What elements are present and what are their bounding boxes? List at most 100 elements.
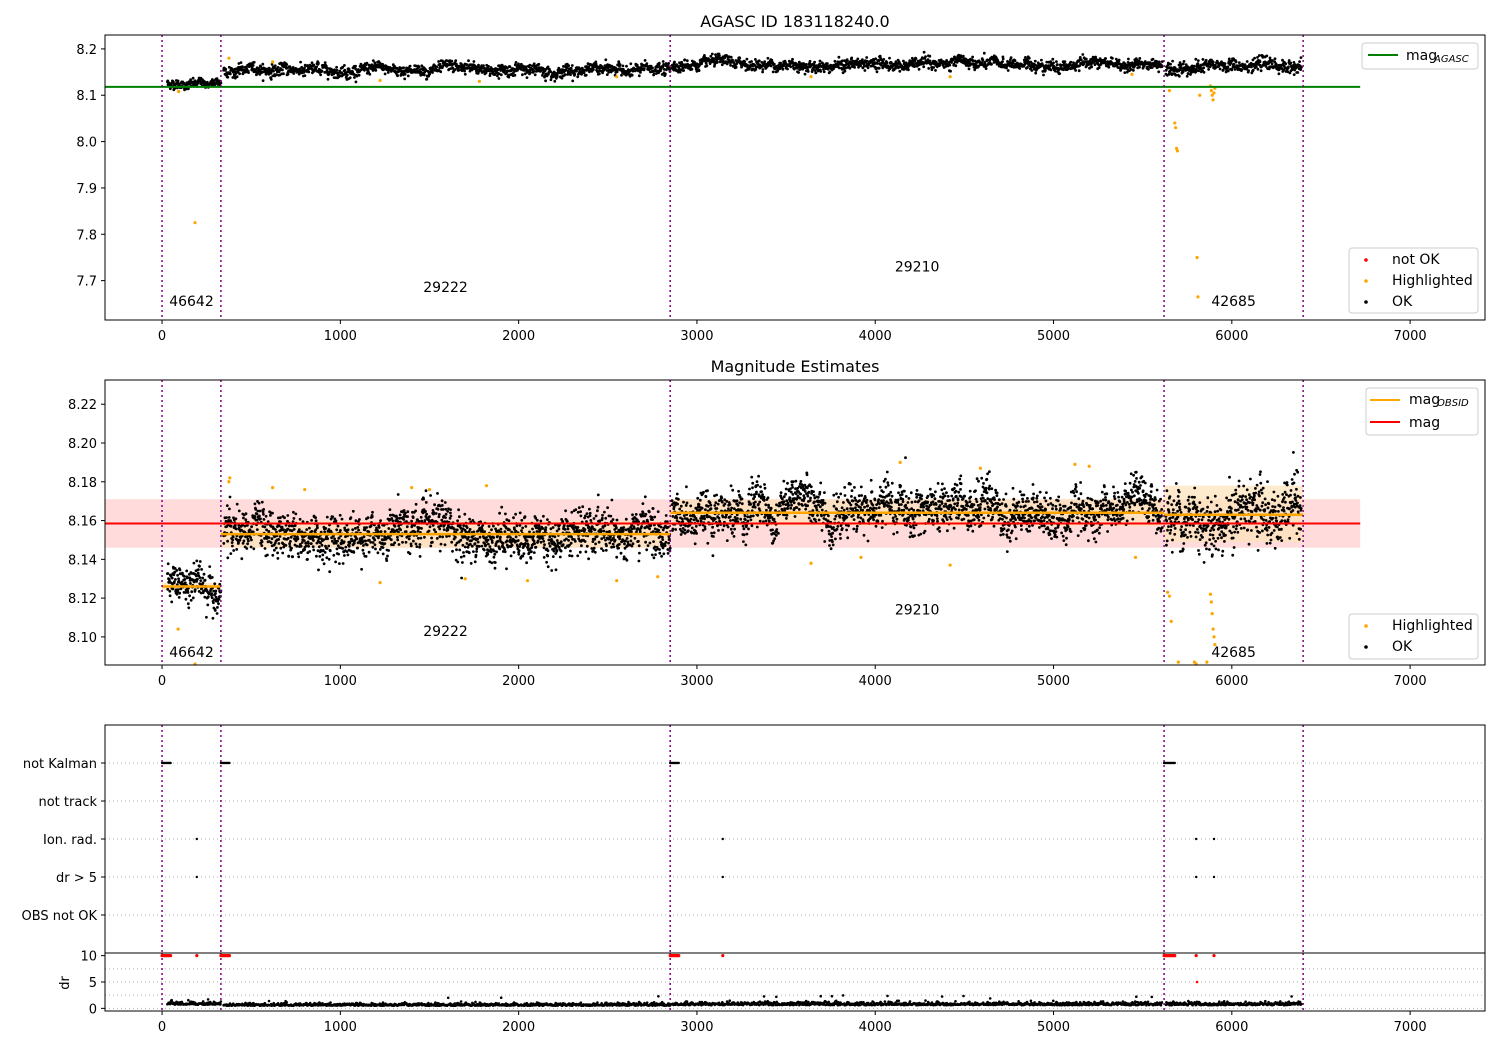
ok-point (1284, 62, 1288, 66)
ok-point (168, 87, 172, 91)
ok-point (704, 62, 708, 65)
ok-point (633, 536, 637, 540)
ok-point (562, 65, 565, 68)
ok-point (496, 539, 500, 543)
ok-point (813, 69, 817, 72)
ok-point (492, 555, 496, 559)
ok-point (309, 542, 313, 545)
ok-point (604, 58, 608, 62)
ok-point (371, 545, 375, 549)
ok-point (325, 556, 329, 560)
ok-point (487, 525, 491, 528)
ok-point (624, 517, 628, 521)
ok-point (270, 63, 274, 66)
ok-point (554, 568, 558, 572)
ok-point (639, 71, 642, 74)
ok-point (324, 64, 328, 68)
ok-point (843, 69, 847, 73)
ok-point (720, 63, 724, 67)
ok-point (185, 569, 189, 573)
ok-point (1296, 71, 1300, 74)
ok-point (215, 612, 219, 615)
ok-point (763, 60, 767, 64)
ok-point (529, 71, 532, 74)
x-tick-label: 4000 (859, 329, 892, 344)
ok-point (197, 568, 200, 571)
ok-point (523, 515, 527, 519)
ok-point (440, 518, 444, 522)
ok-point (368, 72, 372, 76)
ok-point (178, 591, 182, 595)
ok-point (327, 544, 331, 548)
ok-point (396, 520, 400, 523)
ok-point (550, 569, 554, 572)
highlighted-point (948, 75, 952, 79)
ok-point (432, 511, 436, 514)
ok-point (475, 550, 478, 553)
ok-point (420, 64, 424, 68)
ok-point (383, 72, 387, 76)
ok-point (559, 549, 563, 553)
ok-point (584, 550, 588, 554)
ok-point (437, 60, 440, 63)
ok-point (610, 498, 614, 502)
ok-point (590, 547, 594, 550)
ok-point (343, 554, 346, 557)
ok-point (934, 60, 938, 64)
ok-point (814, 71, 818, 74)
ok-point (300, 541, 304, 544)
ok-point (246, 542, 250, 546)
ok-point (606, 506, 609, 510)
ok-point (424, 501, 428, 504)
ok-point (581, 505, 585, 509)
ok-point (396, 74, 399, 78)
ok-point (596, 493, 600, 497)
ok-point (455, 528, 459, 532)
ok-point (166, 587, 170, 591)
ok-point (322, 562, 326, 566)
ok-point (619, 551, 623, 555)
ok-point (276, 551, 279, 555)
ok-point (177, 577, 181, 581)
ok-point (303, 66, 306, 70)
ok-point (983, 62, 987, 66)
ok-point (898, 69, 902, 73)
ok-point (217, 602, 220, 606)
ok-point (569, 541, 573, 545)
ok-point (501, 542, 505, 545)
ok-point (1292, 73, 1296, 76)
ok-point (625, 64, 628, 68)
ok-point (348, 540, 352, 544)
ok-point (498, 511, 501, 515)
ok-point (535, 530, 539, 533)
ok-point (423, 535, 426, 539)
ok-point (496, 74, 499, 78)
ok-point (327, 557, 331, 561)
ok-point (316, 526, 319, 530)
ok-point (376, 530, 380, 534)
ok-point (484, 543, 488, 547)
ok-point (269, 514, 272, 517)
x-tick-label: 0 (158, 329, 166, 344)
ok-point (437, 515, 441, 519)
ok-point (429, 544, 433, 548)
ok-point (314, 519, 318, 523)
ok-point (229, 524, 233, 528)
ok-point (431, 540, 434, 544)
ok-point (1194, 57, 1198, 61)
ok-point (211, 616, 215, 620)
legend-agasc-label: mag (1406, 48, 1437, 64)
ok-point (539, 540, 543, 544)
ok-point (1104, 57, 1107, 60)
ok-point (194, 574, 198, 578)
ok-point (907, 68, 910, 72)
ok-point (1040, 58, 1043, 62)
ok-point (289, 540, 292, 543)
ok-point (462, 551, 465, 554)
ok-point (270, 537, 274, 541)
ok-point (1178, 74, 1181, 78)
ok-point (561, 520, 565, 523)
ok-point (954, 64, 958, 68)
ok-point (461, 561, 464, 564)
ok-point (383, 530, 387, 533)
